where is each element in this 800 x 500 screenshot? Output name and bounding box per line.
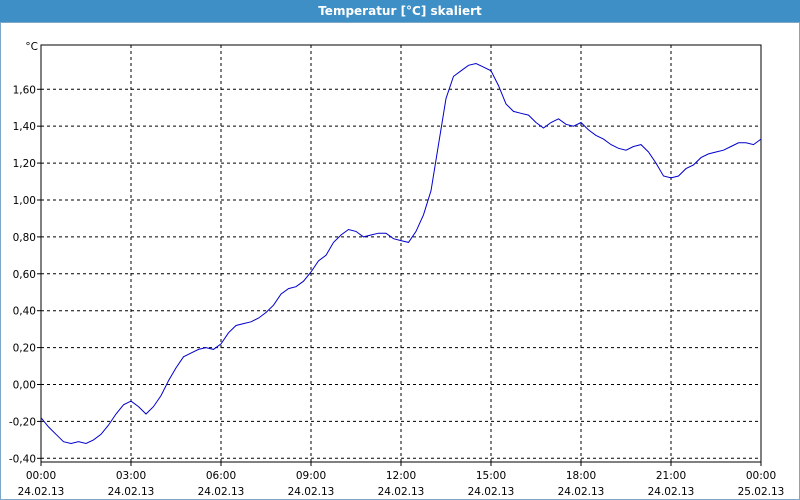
- y-tick-label: 0,00: [13, 380, 36, 392]
- x-tick-time: 00:00: [746, 470, 776, 482]
- y-tick-label: 0,80: [13, 232, 36, 244]
- x-tick-time: 21:00: [656, 470, 686, 482]
- y-tick-label: 1,20: [13, 158, 36, 170]
- x-tick-time: 12:00: [386, 470, 416, 482]
- x-tick-date: 24.02.13: [198, 486, 245, 498]
- window-title: Temperatur [°C] skaliert: [0, 0, 800, 22]
- y-tick-labels: -0,40 -0,20 0,00 0,20 0,40 0,60 0,80 1,00 1,20 1,…: [9, 84, 36, 465]
- x-tick-date: 24.02.13: [18, 486, 65, 498]
- y-axis-unit: °C: [25, 41, 38, 53]
- temperature-line: [40, 62, 762, 445]
- x-tick-time: 15:00: [476, 470, 506, 482]
- x-tick-date: 24.02.13: [648, 486, 695, 498]
- x-tick-date: 24.02.13: [468, 486, 515, 498]
- y-tick-label: 0,40: [13, 306, 36, 318]
- x-tick-date: 24.02.13: [378, 486, 425, 498]
- plot-border: [40, 44, 762, 463]
- x-tick-date: 24.02.13: [108, 486, 155, 498]
- y-tick-label: 1,40: [13, 121, 36, 133]
- y-tick-label: 0,60: [13, 269, 36, 281]
- x-tick-time: 06:00: [206, 470, 236, 482]
- x-tick-time: 03:00: [116, 470, 146, 482]
- axes: [37, 44, 762, 466]
- x-tick-date: 25.02.13: [738, 486, 785, 498]
- x-tick-time: 18:00: [566, 470, 596, 482]
- x-tick-time: 00:00: [26, 470, 56, 482]
- y-tick-label: 1,60: [13, 84, 36, 96]
- y-tick-label: -0,40: [9, 453, 36, 465]
- y-tick-label: -0,20: [9, 416, 36, 428]
- x-tick-labels: 00:00 24.02.13 03:00 24.02.13 06:00 24.02.13 0…: [18, 470, 785, 498]
- y-tick-label: 1,00: [13, 195, 36, 207]
- x-tick-date: 24.02.13: [558, 486, 605, 498]
- chart-frame: [0, 22, 800, 500]
- y-tick-label: 0,20: [13, 343, 36, 355]
- x-tick-date: 24.02.13: [288, 486, 335, 498]
- x-tick-time: 09:00: [296, 470, 326, 482]
- grid-lines: [41, 45, 761, 462]
